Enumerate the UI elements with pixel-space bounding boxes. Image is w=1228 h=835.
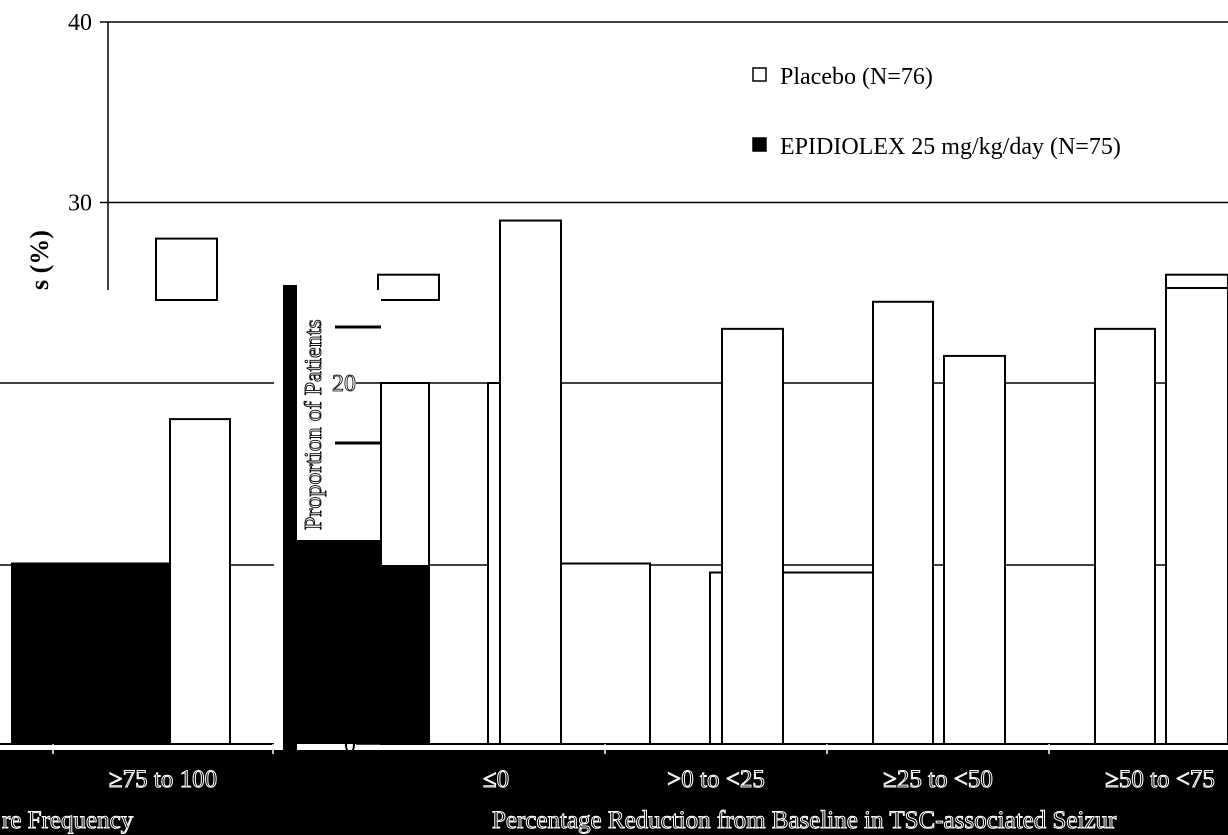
bar-epidiolex-2 <box>872 300 934 745</box>
x-axis-label-left: re Frequency <box>2 807 134 834</box>
legend-label-epidiolex: EPIDIOLEX 25 mg/kg/day (N=75) <box>780 134 1121 160</box>
bar-tall-right <box>1165 287 1228 745</box>
bar-epidiolex-overlay <box>381 565 428 744</box>
legend-swatch-placebo <box>752 67 767 82</box>
x-tick-label-0: ≤0 <box>483 766 509 793</box>
y-tick-label-30: 30 <box>68 191 92 217</box>
x-axis-dark-band <box>0 750 1228 835</box>
top-placebo-bar <box>377 273 440 302</box>
panel-divider <box>283 285 297 835</box>
x-axis-label-right: Percentage Reduction from Baseline in TS… <box>492 807 1117 834</box>
overlay-y-tick-label-0: 0 <box>344 732 356 758</box>
y-tick-label-40: 40 <box>68 10 92 36</box>
bar-epidiolex-0 <box>560 562 651 745</box>
overlay-ylabel-area <box>297 290 381 540</box>
bar-placebo-75to100 <box>169 418 231 745</box>
x-tick-label-4: ≥75 to 100 <box>109 766 217 793</box>
overlay-y-tick-label-20: 20 <box>332 371 356 397</box>
x-tick-label-1: >0 to <25 <box>667 766 765 793</box>
legend-label-placebo: Placebo (N=76) <box>780 64 933 90</box>
bar-overlay-outline <box>487 382 501 745</box>
bar-placebo-3 <box>1094 327 1156 745</box>
bar-placebo-2 <box>943 354 1006 745</box>
top-placebo-bar <box>155 237 218 302</box>
overlay-y-tick-label-10: 10 <box>332 553 356 579</box>
x-tick-label-2: ≥25 to <50 <box>883 766 993 793</box>
legend-swatch-epidiolex <box>752 137 767 152</box>
x-tick-label-3: ≥50 to <75 <box>1105 766 1215 793</box>
bar-placebo-0 <box>499 219 562 746</box>
bar-epidiolex-75to100 <box>11 562 170 745</box>
y-axis-label-partial: s (%) <box>25 230 54 290</box>
overlay-left-black <box>297 540 381 744</box>
bar-placebo-1 <box>721 327 784 745</box>
overlay-y-axis-label: Proportion of Patients <box>301 319 327 530</box>
